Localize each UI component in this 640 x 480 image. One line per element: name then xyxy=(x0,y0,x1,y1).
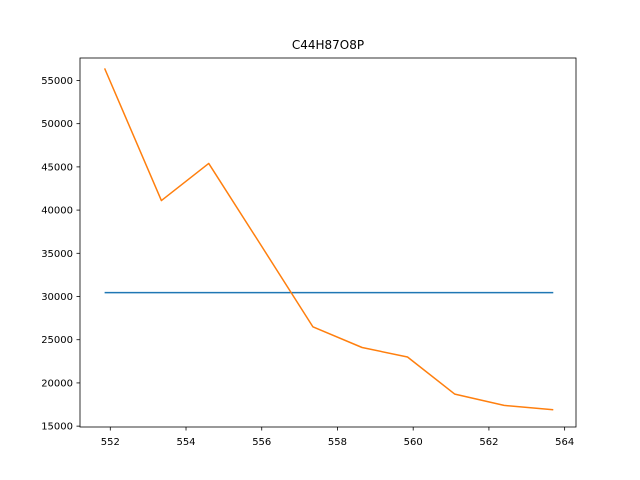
x-tick-label: 564 xyxy=(555,437,574,448)
x-tick-label: 560 xyxy=(404,437,423,448)
series-layer xyxy=(103,68,554,411)
x-tick-label: 554 xyxy=(176,437,195,448)
y-tick-label: 35000 xyxy=(41,249,73,260)
y-tick-label: 55000 xyxy=(41,76,73,87)
y-tick-label: 15000 xyxy=(41,422,73,433)
chart-title: C44H87O8P xyxy=(292,38,364,52)
axes-frame xyxy=(79,57,577,428)
y-tick-label: 50000 xyxy=(41,119,73,130)
y-tick-label: 45000 xyxy=(41,162,73,173)
y-tick-label: 30000 xyxy=(41,292,73,303)
x-tick-label: 558 xyxy=(328,437,347,448)
y-tick-label: 40000 xyxy=(41,206,73,217)
x-tick-label: 556 xyxy=(252,437,271,448)
x-tick-label: 562 xyxy=(479,437,498,448)
series-line-2 xyxy=(103,68,554,411)
y-tick-label: 20000 xyxy=(41,378,73,389)
y-tick-label: 25000 xyxy=(41,335,73,346)
x-tick-label: 552 xyxy=(101,437,120,448)
y-axis: 15000 20000 25000 30000 35000 40000 45000 50000… xyxy=(41,76,80,433)
x-axis: 552 554 556 558 560 562 564 xyxy=(101,427,574,448)
